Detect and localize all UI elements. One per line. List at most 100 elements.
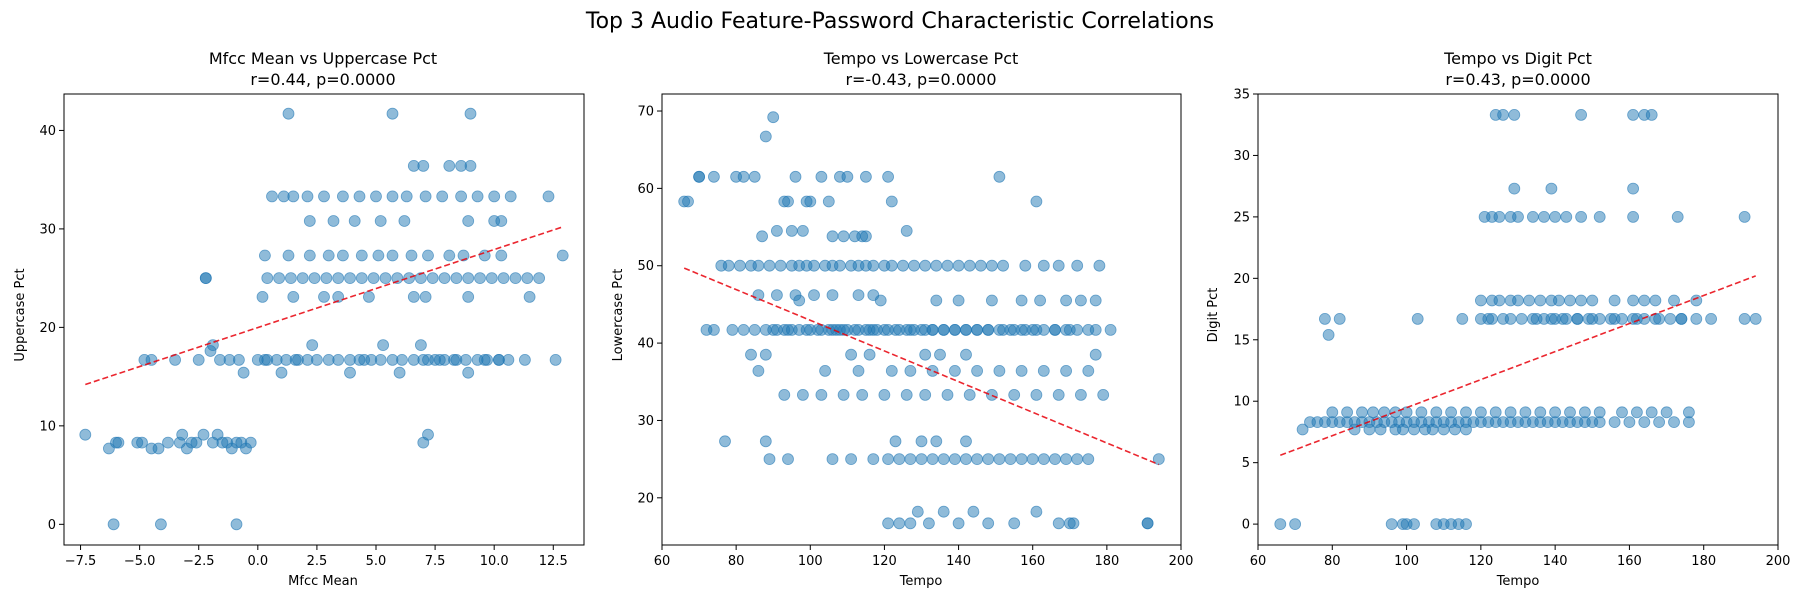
scatter-point [1075, 294, 1087, 307]
scatter-point [398, 215, 411, 227]
trend-line [85, 226, 563, 386]
scatter-point [1060, 364, 1072, 377]
scatter-point [1037, 453, 1050, 466]
scatter-point [926, 323, 939, 336]
scatter-point [793, 323, 806, 336]
scatter-point [1075, 388, 1087, 401]
y-tick-label: 35 [1233, 88, 1250, 103]
scatter-point [804, 195, 817, 208]
scatter-point [138, 353, 151, 366]
scatter-point [1319, 312, 1331, 325]
scatter-point [348, 215, 361, 227]
scatter-point [1008, 388, 1021, 401]
scatter-point [386, 107, 399, 120]
scatter-point [1015, 323, 1028, 336]
scatter-point [1579, 406, 1591, 419]
scatter-point [422, 353, 434, 366]
scatter-point [1060, 323, 1072, 336]
scatter-point [1430, 406, 1443, 419]
scatter-point [1060, 294, 1072, 307]
scatter-point [826, 289, 839, 302]
scatter-point [771, 323, 783, 336]
scatter-point [1545, 182, 1558, 195]
scatter-point [1664, 312, 1677, 325]
scatter-point [1374, 423, 1387, 436]
scatter-point [763, 259, 776, 272]
scatter-point [797, 224, 809, 237]
y-tick-label: 30 [1233, 149, 1250, 164]
x-axis-label: Mfcc Mean [288, 574, 358, 589]
scatter-point [1508, 182, 1521, 195]
scatter-point [1397, 423, 1409, 436]
scatter-point [759, 130, 772, 143]
scatter-point [504, 190, 517, 203]
scatter-point [419, 290, 432, 303]
scatter-point [1705, 312, 1717, 325]
scatter-point [206, 339, 219, 352]
scatter-point [804, 323, 817, 336]
scatter-point [471, 190, 484, 203]
x-tick-label: 140 [1543, 554, 1568, 569]
scatter-point [1683, 416, 1695, 429]
scatter-point [407, 290, 420, 303]
scatter-point [1049, 453, 1061, 466]
scatter-point [941, 388, 954, 401]
scatter-point [815, 323, 828, 336]
scatter-point [1645, 109, 1658, 121]
scatter-point [745, 348, 757, 361]
scatter-point [1141, 517, 1154, 530]
y-tick-label: 40 [39, 124, 56, 139]
scatter-point [1019, 259, 1032, 272]
scatter-point [1504, 312, 1517, 325]
scatter-point [815, 170, 828, 183]
scatter-point [1631, 406, 1643, 419]
scatter-points [1274, 109, 1762, 530]
scatter-point [1082, 453, 1095, 466]
scatter-point [789, 170, 802, 183]
x-tick-label: 100 [1394, 554, 1419, 569]
scatter-point [1030, 388, 1043, 401]
scatter-point [362, 290, 375, 303]
scatter-point [358, 353, 371, 366]
scatter-point [344, 272, 356, 285]
scatter-point [734, 259, 746, 272]
scatter-point [1071, 323, 1084, 336]
scatter-point [752, 289, 765, 302]
scatter-point [1296, 423, 1309, 436]
scatter-point [926, 364, 939, 377]
scatter-point [426, 272, 439, 285]
scatter-point [374, 215, 387, 227]
scatter-point [379, 272, 392, 285]
scatter-point [303, 215, 316, 227]
scatter-point [1504, 406, 1517, 419]
scatter-point [771, 289, 783, 302]
scatter-point [782, 323, 794, 336]
scatter-point [1690, 312, 1703, 325]
scatter-point [355, 249, 368, 262]
scatter-point [826, 453, 839, 466]
scatter-point [1616, 406, 1628, 419]
scatter-point [860, 230, 872, 243]
scatter-point [949, 453, 961, 466]
scatter-point [1052, 517, 1065, 530]
scatter-point [1668, 294, 1680, 307]
plot-frame [1257, 93, 1779, 546]
x-tick-label: 160 [1617, 554, 1642, 569]
scatter-point [1586, 294, 1599, 307]
x-tick-label: 60 [654, 554, 671, 569]
scatter-point [377, 339, 390, 352]
x-tick-label: −7.5 [65, 554, 97, 569]
trend-line [683, 267, 1160, 466]
scatter-point [693, 170, 705, 183]
scatter-point [752, 259, 765, 272]
scatter-point [915, 323, 928, 336]
scatter-point [455, 190, 468, 203]
x-tick-label: 200 [1766, 554, 1791, 569]
scatter-point [332, 353, 345, 366]
x-tick-label: 80 [1324, 554, 1341, 569]
scatter-point [815, 388, 828, 401]
scatter-point [332, 272, 345, 285]
scatter-point [785, 224, 798, 237]
scatter-point [1527, 210, 1539, 223]
